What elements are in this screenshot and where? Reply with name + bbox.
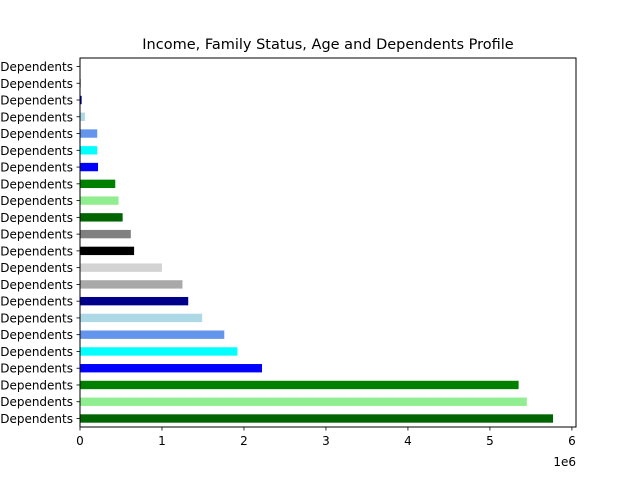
bar-7	[80, 296, 189, 306]
bar-5	[80, 330, 225, 339]
x-axis-ticks: 0 1 2 3 4 5 6	[76, 427, 576, 448]
bar-10	[80, 246, 135, 256]
y-axis-ticks: Dependents Dependents Dependents Dependents…	[0, 60, 80, 426]
y-tick-label-5: Dependents	[0, 328, 73, 342]
y-tick-label-10: Dependents	[0, 244, 73, 258]
y-tick-label-19: Dependents	[0, 94, 73, 108]
bars-group	[80, 79, 554, 423]
y-tick-label-12: Dependents	[0, 211, 73, 225]
x-axis-offset-label: 1e6	[553, 455, 576, 469]
bar-13	[80, 196, 119, 205]
bar-8	[80, 280, 183, 289]
x-tick-label-6: 6	[568, 434, 576, 448]
bar-11	[80, 229, 131, 239]
y-tick-label-7: Dependents	[0, 295, 73, 309]
y-tick-label-2: Dependents	[0, 378, 73, 392]
y-tick-label-21: Dependents	[0, 60, 73, 74]
y-tick-label-14: Dependents	[0, 177, 73, 191]
x-tick-label-0: 0	[76, 434, 84, 448]
bar-19	[80, 95, 82, 105]
y-tick-label-8: Dependents	[0, 278, 73, 292]
bar-15	[80, 162, 99, 172]
bar-12	[80, 213, 123, 222]
y-tick-label-0: Dependents	[0, 412, 73, 426]
y-tick-label-11: Dependents	[0, 228, 73, 242]
y-tick-label-1: Dependents	[0, 395, 73, 409]
bar-0	[80, 414, 554, 423]
x-tick-label-1: 1	[158, 434, 166, 448]
y-tick-label-9: Dependents	[0, 261, 73, 275]
chart-title: Income, Family Status, Age and Dependent…	[142, 37, 514, 53]
y-tick-label-6: Dependents	[0, 311, 73, 325]
bar-1	[80, 397, 527, 406]
bar-2	[80, 380, 519, 390]
y-tick-label-17: Dependents	[0, 127, 73, 141]
bar-17	[80, 129, 98, 138]
bar-16	[80, 146, 98, 155]
y-tick-label-15: Dependents	[0, 161, 73, 175]
y-tick-label-13: Dependents	[0, 194, 73, 208]
bar-6	[80, 313, 203, 323]
y-tick-label-20: Dependents	[0, 77, 73, 91]
y-tick-label-3: Dependents	[0, 362, 73, 376]
bar-14	[80, 179, 116, 189]
plot-frame	[79, 57, 577, 428]
y-tick-label-18: Dependents	[0, 110, 73, 124]
x-tick-label-3: 3	[322, 434, 330, 448]
bar-4	[80, 347, 238, 356]
x-tick-label-5: 5	[486, 434, 494, 448]
y-tick-label-4: Dependents	[0, 345, 73, 359]
x-tick-label-4: 4	[404, 434, 412, 448]
bar-18	[80, 112, 85, 121]
x-tick-label-2: 2	[240, 434, 248, 448]
bar-3	[80, 364, 263, 373]
bar-9	[80, 263, 162, 272]
y-tick-label-16: Dependents	[0, 144, 73, 158]
